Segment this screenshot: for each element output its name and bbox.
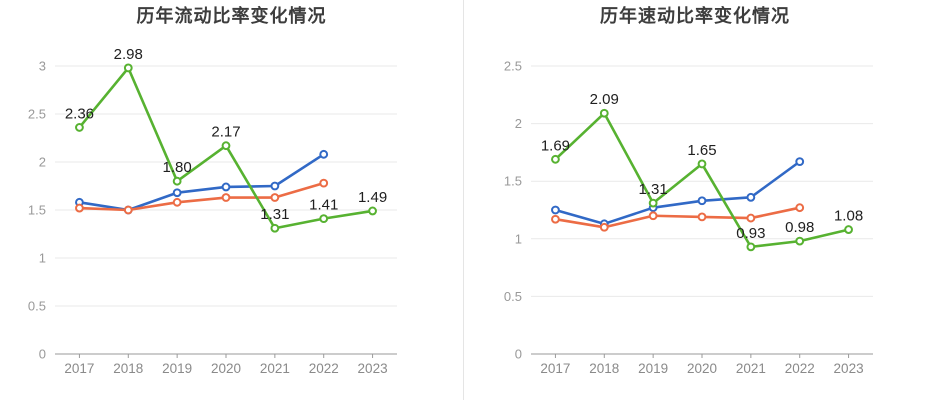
series-blue-line (75, 149, 329, 215)
data-point-marker (697, 212, 707, 222)
data-point-label: 2.36 (65, 105, 94, 122)
data-point-marker (551, 154, 560, 164)
data-point-marker (221, 182, 231, 192)
x-axis-tick-label: 2023 (358, 361, 388, 376)
y-axis-tick-label: 0 (515, 347, 522, 362)
y-axis-tick-label: 2.5 (28, 107, 46, 122)
y-axis-tick-label: 2.5 (504, 59, 522, 74)
data-point-marker (172, 188, 182, 198)
y-axis-tick-label: 0.5 (504, 289, 522, 304)
chart-panel-quick-ratio: 历年速动比率变化情况 0 0.5 1 1.5 2 2.5 2017 2018 2019 2020 2… (463, 0, 926, 400)
series-blue-line (551, 157, 805, 229)
data-point-marker (599, 222, 609, 232)
data-point-marker (648, 198, 658, 208)
chart-panel-current-ratio: 历年流动比率变化情况 0 0.5 1 1.5 2 2.5 3 2017 2018 2019 2020… (28, 6, 397, 376)
y-axis-tick-label: 0.5 (28, 299, 46, 314)
x-axis-tick-label: 2019 (162, 361, 192, 376)
data-point-marker (844, 225, 853, 234)
data-point-label: 0.98 (785, 219, 814, 236)
series-orange-line (75, 178, 329, 215)
y-axis-tick-label: 1.5 (28, 203, 46, 218)
data-point-label: 1.31 (639, 181, 668, 198)
x-axis-tick-label: 2018 (113, 361, 143, 376)
y-axis-tick-label: 1 (39, 251, 46, 266)
data-point-marker (270, 223, 280, 233)
quick-ratio-line-chart: 0 0.5 1 1.5 2 2.5 2017 2018 2019 2020 2021 2022 2023… (504, 59, 873, 376)
data-point-marker (123, 205, 133, 215)
data-point-marker (123, 63, 133, 73)
x-axis-tick-label: 2019 (638, 361, 668, 376)
data-point-label: 1.80 (163, 159, 192, 176)
data-point-marker (746, 213, 756, 223)
series-orange-line (551, 203, 805, 232)
x-axis-tick-label: 2021 (260, 361, 290, 376)
x-axis: 2017 2018 2019 2020 2021 2022 2023 (64, 354, 388, 376)
data-point-label: 1.69 (541, 137, 570, 154)
data-point-label: 1.65 (687, 142, 716, 159)
data-point-marker (697, 159, 707, 169)
data-point-marker (697, 196, 707, 206)
data-point-marker (75, 123, 84, 132)
data-point-marker (319, 214, 329, 224)
x-axis: 2017 2018 2019 2020 2021 2022 2023 (540, 354, 864, 376)
x-axis-tick-label: 2020 (211, 361, 241, 376)
x-axis-tick-label: 2020 (687, 361, 717, 376)
series-path-orange-line (78, 181, 326, 212)
data-point-marker (75, 203, 84, 213)
chart-title-current-ratio: 历年流动比率变化情况 (136, 6, 327, 26)
data-point-marker (172, 197, 182, 207)
data-point-marker (368, 206, 377, 216)
data-point-label: 2.09 (590, 91, 619, 108)
data-point-marker (746, 242, 756, 252)
data-point-marker (551, 214, 560, 224)
current-ratio-line-chart: 0 0.5 1 1.5 2 2.5 3 2017 2018 2019 2020 2021 2022 202… (28, 46, 397, 376)
data-point-label: 1.31 (260, 206, 289, 223)
data-point-marker (270, 193, 280, 202)
grid-lines: 0 0.5 1 1.5 2 2.5 (504, 59, 873, 362)
series-green-line: 2.36 2.98 1.80 2.17 1.31 1.41 1.49 (65, 46, 387, 233)
data-point-label: 1.49 (358, 189, 387, 206)
data-point-marker (599, 108, 609, 118)
y-axis-tick-label: 0 (39, 347, 46, 362)
y-axis-tick-label: 2 (515, 116, 522, 131)
x-axis-tick-label: 2018 (589, 361, 619, 376)
x-axis-tick-label: 2017 (540, 361, 570, 376)
data-point-label: 1.41 (309, 197, 338, 214)
y-axis-tick-label: 1.5 (504, 174, 522, 189)
data-point-marker (746, 192, 756, 202)
y-axis-tick-label: 3 (39, 59, 46, 74)
data-point-label: 0.93 (736, 225, 765, 242)
data-point-marker (795, 236, 805, 246)
series-path-blue-line (554, 160, 802, 226)
data-point-marker (221, 193, 231, 202)
data-point-marker (795, 203, 805, 213)
data-point-marker (551, 205, 560, 215)
series-green-line: 1.69 2.09 1.31 1.65 0.93 0.98 1.08 (541, 91, 863, 252)
data-point-marker (270, 181, 280, 191)
y-axis-tick-label: 1 (515, 231, 522, 246)
x-axis-tick-label: 2017 (64, 361, 94, 376)
data-point-marker (319, 149, 329, 159)
data-point-label: 2.17 (211, 124, 240, 141)
y-axis-tick-label: 2 (39, 155, 46, 170)
data-point-marker (221, 141, 231, 151)
x-axis-tick-label: 2023 (834, 361, 864, 376)
data-point-marker (795, 157, 805, 167)
x-axis-tick-label: 2022 (785, 361, 815, 376)
data-point-label: 2.98 (114, 46, 143, 63)
data-point-marker (648, 211, 658, 221)
data-point-marker (319, 178, 329, 188)
x-axis-tick-label: 2021 (736, 361, 766, 376)
series-path-orange-line (554, 206, 802, 229)
chart-title-quick-ratio: 历年速动比率变化情况 (600, 6, 790, 26)
data-point-marker (172, 176, 182, 186)
x-axis-tick-label: 2022 (309, 361, 339, 376)
data-point-label: 1.08 (834, 208, 863, 225)
